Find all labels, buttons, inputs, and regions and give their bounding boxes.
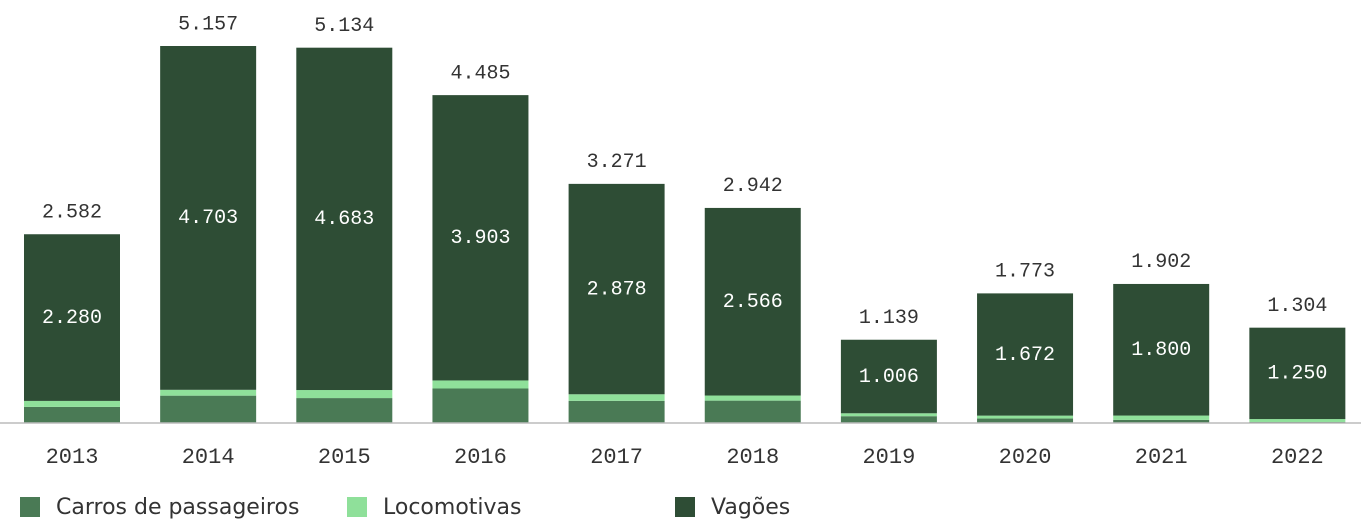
x-tick-label: 2015 xyxy=(318,445,371,470)
total-label: 2.582 xyxy=(42,202,102,225)
bar-segment xyxy=(568,400,665,423)
bar-segment xyxy=(24,234,120,401)
total-label: 1.902 xyxy=(1131,251,1191,274)
bar-segment xyxy=(1249,327,1346,420)
total-label: 1.773 xyxy=(995,261,1055,284)
bar-segment xyxy=(1249,419,1346,422)
bar-segment xyxy=(1113,419,1210,423)
bar-segment xyxy=(296,47,393,391)
legend-label: Vagões xyxy=(711,495,790,520)
bar-segment xyxy=(977,415,1074,419)
total-label: 1.304 xyxy=(1267,295,1327,318)
segment-label: 1.672 xyxy=(995,344,1055,367)
bar-segment xyxy=(568,183,665,395)
x-tick-label: 2020 xyxy=(999,445,1052,470)
legend-swatch xyxy=(675,497,695,517)
bar-segment xyxy=(1113,283,1210,416)
bar-segment xyxy=(977,418,1074,423)
bar-segment xyxy=(432,388,529,423)
bar-segment xyxy=(160,389,257,396)
bar-segment xyxy=(1113,415,1210,420)
segment-label: 2.280 xyxy=(42,307,102,330)
total-label: 5.157 xyxy=(178,13,238,36)
bar-segment xyxy=(840,413,937,417)
x-tick-label: 2018 xyxy=(726,445,779,470)
segment-label: 2.566 xyxy=(723,291,783,314)
legend-label: Locomotivas xyxy=(383,495,521,520)
bar-segment xyxy=(568,394,665,401)
bar-segment xyxy=(840,416,937,423)
x-tick-label: 2016 xyxy=(454,445,507,470)
bar-segment xyxy=(977,293,1074,416)
total-label: 5.134 xyxy=(314,15,374,38)
legend-label: Carros de passageiros xyxy=(56,495,299,520)
bar-segment xyxy=(160,46,257,390)
x-tick-label: 2014 xyxy=(182,445,235,470)
x-tick-label: 2013 xyxy=(46,445,99,470)
x-tick-label: 2022 xyxy=(1271,445,1324,470)
bar-segment xyxy=(704,395,801,401)
segment-label: 4.703 xyxy=(178,207,238,230)
total-label: 3.271 xyxy=(587,151,647,174)
segment-label: 3.903 xyxy=(450,227,510,250)
bar-segment xyxy=(24,400,120,407)
bar-segment xyxy=(296,390,393,399)
bar-segment xyxy=(432,380,529,389)
total-label: 4.485 xyxy=(450,62,510,85)
legend-swatch xyxy=(347,497,367,517)
x-tick-label: 2021 xyxy=(1135,445,1188,470)
bar-segment xyxy=(704,400,801,423)
segment-label: 1.250 xyxy=(1267,363,1327,386)
segment-label: 2.878 xyxy=(587,278,647,301)
bar-segment xyxy=(160,395,257,423)
bar-segment xyxy=(840,339,937,414)
x-tick-label: 2017 xyxy=(590,445,643,470)
segment-label: 1.800 xyxy=(1131,339,1191,362)
bar-segment xyxy=(704,207,801,396)
total-label: 2.942 xyxy=(723,175,783,198)
bar-segment xyxy=(432,95,529,381)
bar-segment xyxy=(24,406,120,423)
segment-label: 4.683 xyxy=(314,208,374,231)
legend-swatch xyxy=(20,497,40,517)
x-tick-label: 2019 xyxy=(862,445,915,470)
total-label: 1.139 xyxy=(859,307,919,330)
bar-segment xyxy=(296,398,393,423)
segment-label: 1.006 xyxy=(859,366,919,389)
